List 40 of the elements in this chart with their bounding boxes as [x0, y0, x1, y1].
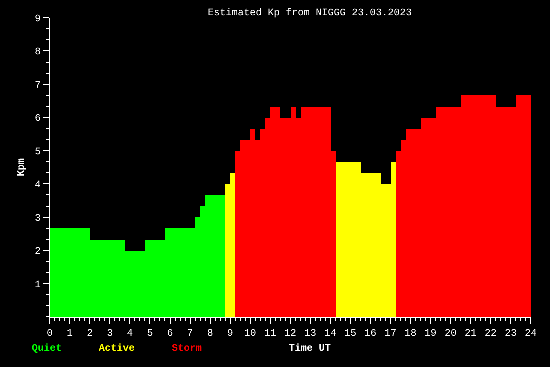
y-tick-label: 8 — [34, 48, 41, 59]
x-tick-label: 1 — [67, 329, 74, 340]
x-tick-label: 19 — [424, 329, 437, 340]
x-tick-label: 6 — [167, 329, 174, 340]
text: Active — [99, 343, 136, 355]
y-tick-label: 9 — [34, 14, 41, 26]
x-tick-label: 20 — [444, 329, 457, 340]
x-axis-title: Time UT — [289, 343, 332, 355]
x-tick-label: 4 — [127, 329, 134, 340]
x-tick-label: 18 — [404, 329, 417, 340]
y-tick-label: 2 — [34, 247, 41, 258]
x-tick-label: 22 — [484, 329, 497, 340]
x-tick-label: 5 — [147, 329, 154, 340]
text: Storm — [172, 344, 202, 355]
y-tick-label: 3 — [34, 214, 41, 225]
x-tick-label: 13 — [304, 329, 317, 340]
y-tick-label: 1 — [34, 280, 41, 292]
x-tick-label: 0 — [46, 329, 54, 340]
x-tick-label: 15 — [344, 329, 357, 340]
y-tick-label: 5 — [34, 147, 41, 158]
y-axis-title: Kpm — [16, 158, 28, 177]
x-tick-label: 24 — [524, 329, 538, 340]
x-tick-label: 2 — [87, 329, 94, 340]
y-tick-label: 6 — [34, 114, 41, 126]
x-tick-label: 10 — [244, 329, 256, 340]
text: Quiet — [32, 343, 62, 355]
y-tick-label: 4 — [34, 180, 41, 192]
x-tick-label: 11 — [264, 329, 276, 340]
x-tick-label: 9 — [227, 329, 234, 340]
chart-title: Estimated Kp from NIGGG 23.03.2023 — [208, 8, 412, 20]
x-tick-label: 14 — [324, 329, 337, 340]
x-tick-label: 16 — [364, 329, 377, 340]
x-tick-label: 23 — [504, 329, 517, 340]
x-tick-label: 17 — [384, 329, 397, 340]
x-tick-label: 7 — [187, 329, 194, 340]
x-tick-label: 12 — [284, 329, 297, 340]
x-tick-label: 3 — [107, 329, 114, 340]
y-tick-label: 7 — [34, 80, 41, 92]
x-tick-label: 8 — [207, 329, 214, 340]
x-tick-label: 21 — [464, 329, 477, 340]
